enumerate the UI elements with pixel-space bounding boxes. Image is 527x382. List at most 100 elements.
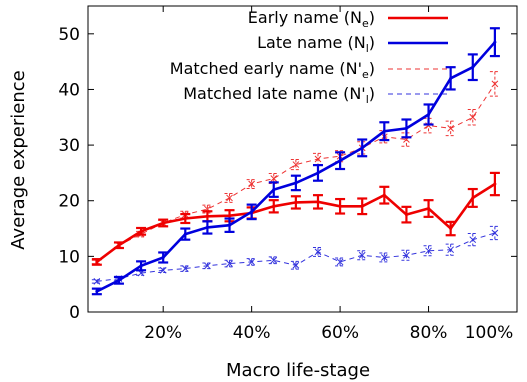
error-bar: [224, 192, 235, 203]
data-point: [117, 243, 121, 247]
data-point: [360, 204, 364, 208]
error-bar: [246, 179, 257, 189]
marker-stroke: [491, 80, 499, 88]
error-bar: [290, 260, 301, 270]
data-point: [272, 188, 276, 192]
marker-stroke: [403, 251, 410, 259]
x-axis-label: Macro life-stage: [226, 360, 370, 381]
y-tick-label: 0: [69, 303, 80, 323]
data-point: [95, 289, 99, 293]
data-point: [294, 200, 298, 204]
legend-label-sub: e: [362, 17, 369, 30]
data-point: [425, 247, 432, 255]
marker-stroke: [270, 256, 278, 264]
error-bar: [268, 256, 279, 265]
legend: Early name (Ne)Late name (Nl)Matched ear…: [170, 8, 448, 106]
data-point: [447, 125, 455, 132]
y-tick-label: 30: [58, 136, 80, 156]
series-1: [91, 27, 500, 296]
legend-label-main: Early name (N: [248, 8, 362, 27]
marker-stroke: [248, 258, 255, 266]
data-point: [491, 80, 499, 88]
data-point: [270, 256, 278, 264]
data-point: [183, 217, 187, 221]
data-point: [449, 227, 453, 231]
data-point: [316, 200, 320, 204]
data-point: [161, 221, 165, 225]
marker-stroke: [248, 180, 255, 188]
data-point: [469, 236, 477, 244]
data-point: [314, 155, 322, 163]
x-tick-label: 40%: [233, 323, 271, 343]
error-bar: [335, 257, 346, 267]
legend-label-sub: e: [362, 68, 369, 81]
data-point: [270, 175, 278, 182]
marker-stroke: [469, 236, 477, 244]
data-point: [403, 251, 410, 259]
data-point: [491, 229, 499, 237]
marker-stroke: [181, 265, 189, 272]
series-line: [96, 83, 496, 263]
series-0: [91, 171, 500, 266]
marker-stroke: [314, 248, 322, 256]
x-tick-label: 100%: [465, 323, 514, 343]
data-point: [292, 161, 300, 168]
data-point: [294, 181, 298, 185]
data-point: [272, 204, 276, 208]
legend-label-sub: l: [366, 93, 369, 106]
error-bar: [379, 252, 390, 263]
error-bar: [246, 258, 257, 266]
y-tick-label: 20: [58, 192, 80, 212]
data-point: [248, 180, 255, 188]
series-3: [91, 225, 500, 285]
data-point: [336, 258, 344, 266]
data-point: [404, 213, 408, 217]
marker-stroke: [447, 246, 455, 254]
data-point: [248, 258, 255, 266]
data-point: [358, 251, 366, 259]
data-point: [139, 264, 143, 268]
data-point: [159, 266, 167, 274]
data-point: [139, 229, 143, 233]
data-point: [314, 248, 322, 256]
data-point: [427, 112, 431, 116]
marker-stroke: [159, 266, 167, 274]
series-layer: [91, 27, 500, 296]
marker-stroke: [358, 251, 366, 259]
data-point: [292, 261, 300, 269]
data-point: [205, 225, 209, 229]
y-tick-label: 50: [58, 25, 80, 45]
data-point: [181, 265, 189, 272]
marker-stroke: [491, 229, 499, 237]
data-point: [471, 196, 475, 200]
legend-label-tail: ): [369, 33, 375, 52]
legend-label-tail: ): [369, 8, 375, 27]
y-tick-label: 10: [58, 247, 80, 267]
error-bar: [357, 250, 368, 261]
marker-stroke: [425, 247, 432, 255]
data-point: [447, 246, 455, 254]
legend-label-sub: l: [366, 42, 369, 55]
data-point: [338, 204, 342, 208]
marker-stroke: [292, 261, 300, 269]
error-bar: [224, 259, 235, 268]
data-point: [228, 214, 232, 218]
legend-label-1: Late name (Nl): [257, 33, 375, 55]
error-bar: [312, 246, 323, 257]
data-point: [316, 171, 320, 175]
marker-stroke: [93, 278, 101, 285]
marker-stroke: [469, 113, 477, 121]
series-line: [96, 232, 496, 282]
legend-label-main: Matched late name (N': [183, 84, 365, 103]
legend-label-0: Early name (Ne): [248, 8, 375, 30]
marker-stroke: [204, 262, 211, 270]
x-tick-label: 80%: [410, 323, 448, 343]
data-point: [250, 210, 254, 214]
data-point: [449, 76, 453, 80]
data-point: [380, 254, 388, 261]
marker-stroke: [380, 254, 388, 261]
marker-stroke: [447, 125, 455, 132]
x-tick-label: 20%: [144, 323, 182, 343]
data-point: [338, 159, 342, 163]
